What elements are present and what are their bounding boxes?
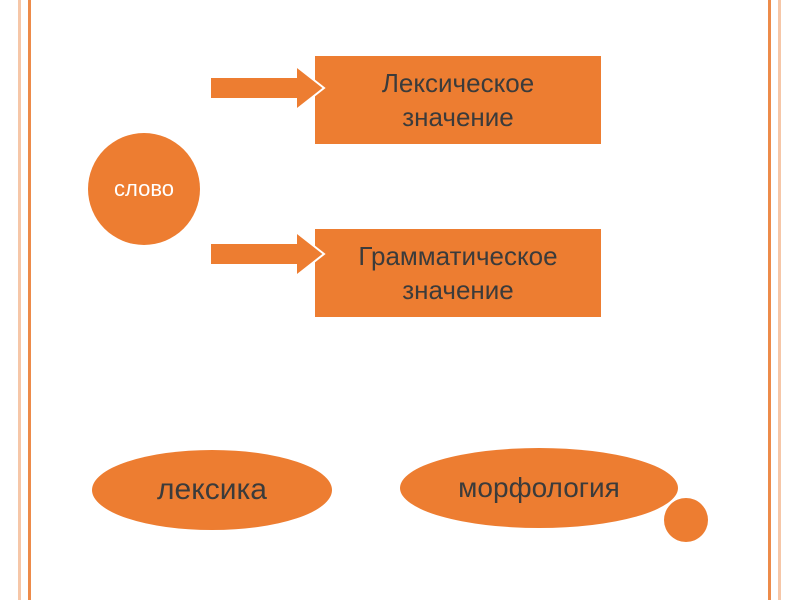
- arrow-icon: [208, 64, 326, 112]
- node-lexical-text: Лексическое значение: [382, 66, 534, 134]
- node-slovo-label: слово: [114, 176, 174, 202]
- node-lexika: лексика: [92, 450, 332, 530]
- node-grammatical-meaning: Грамматическое значение: [312, 226, 604, 320]
- node-morphology: морфология: [400, 448, 678, 528]
- node-lexical-meaning: Лексическое значение: [312, 53, 604, 147]
- node-lexika-label: лексика: [157, 473, 267, 507]
- node-grammatical-text: Грамматическое значение: [358, 239, 557, 307]
- node-lexical-line1: Лексическое: [382, 66, 534, 100]
- frame-line-left-2: [28, 0, 31, 600]
- frame-line-right-2: [778, 0, 781, 600]
- frame-line-right-1: [768, 0, 771, 600]
- node-slovo: слово: [88, 133, 200, 245]
- node-grammatical-line1: Грамматическое: [358, 239, 557, 273]
- arrow-icon: [208, 230, 326, 278]
- frame-line-left-1: [18, 0, 21, 600]
- decorative-circle: [664, 498, 708, 542]
- diagram-canvas: слово Лексическое значение Грамматическо…: [0, 0, 800, 600]
- node-lexical-line2: значение: [382, 100, 534, 134]
- node-morphology-label: морфология: [458, 472, 620, 504]
- node-grammatical-line2: значение: [358, 273, 557, 307]
